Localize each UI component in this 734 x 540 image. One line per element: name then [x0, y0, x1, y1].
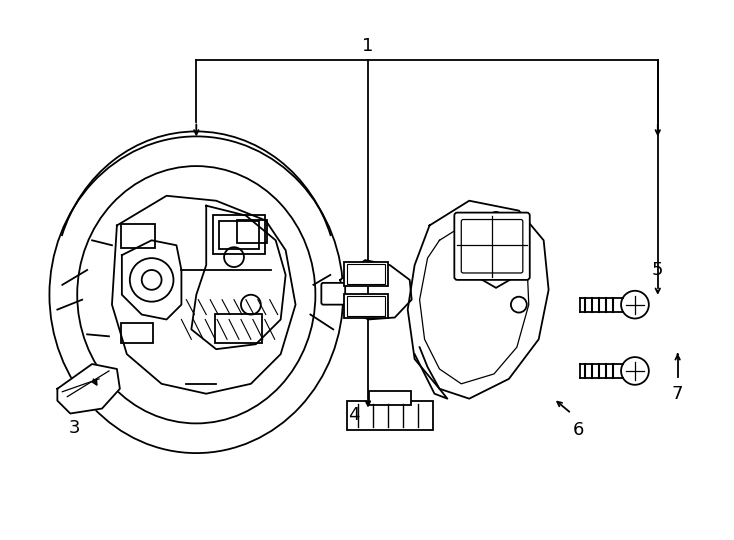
Text: 6: 6 [573, 421, 584, 440]
FancyBboxPatch shape [344, 294, 388, 318]
Text: 1: 1 [363, 37, 374, 55]
FancyBboxPatch shape [454, 213, 530, 280]
Text: 5: 5 [652, 261, 664, 279]
Circle shape [621, 357, 649, 385]
Circle shape [621, 291, 649, 319]
Text: 4: 4 [349, 407, 360, 424]
FancyBboxPatch shape [321, 283, 345, 305]
Polygon shape [57, 364, 120, 414]
FancyBboxPatch shape [347, 401, 434, 430]
FancyBboxPatch shape [369, 391, 410, 404]
Polygon shape [481, 252, 512, 288]
Text: 7: 7 [672, 384, 683, 403]
Polygon shape [407, 201, 548, 399]
Polygon shape [340, 260, 412, 320]
Text: 3: 3 [68, 420, 80, 437]
FancyBboxPatch shape [344, 262, 388, 286]
Text: 2: 2 [490, 210, 502, 227]
